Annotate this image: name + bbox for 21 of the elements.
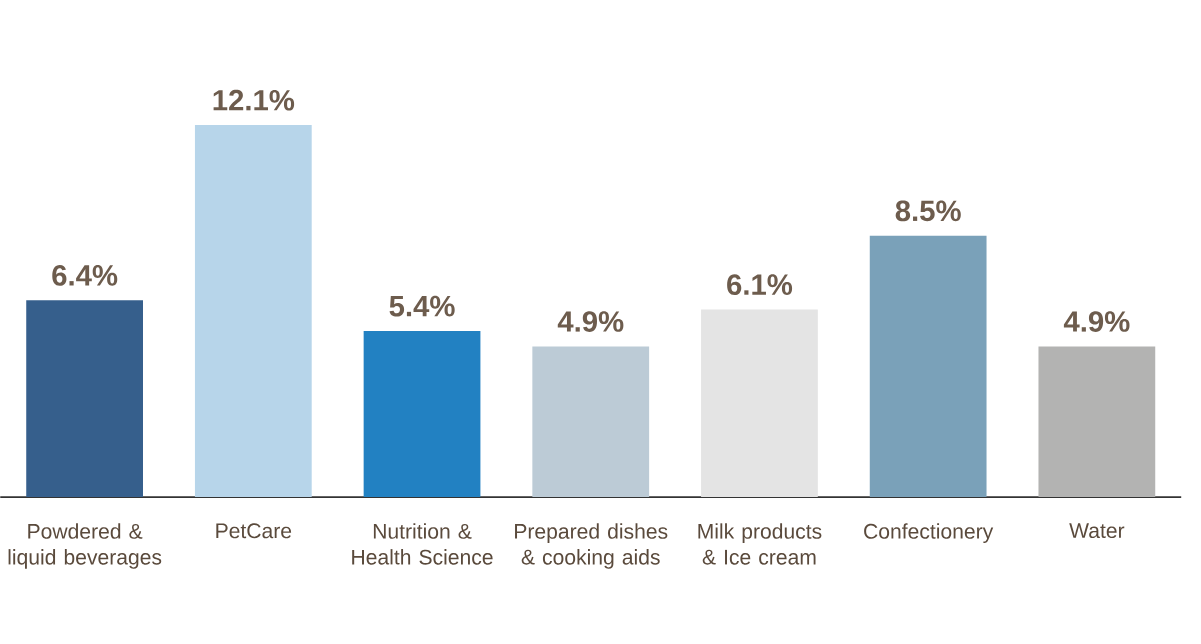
data-label: 8.5% [895,200,961,222]
bar [26,300,143,498]
x-tick-label: Confectionery [864,523,994,544]
x-tick-label: Milk products & Ice cream [698,523,822,565]
data-label: 5.4% [389,295,455,317]
x-tick-label: Nutrition & Health Science [352,523,493,565]
bar [1038,346,1156,498]
bar [194,125,312,498]
x-tick-label: PetCare [216,523,292,539]
x-tick-label: Prepared dishes & cooking aids [515,523,668,569]
bar [532,346,650,498]
x-tick-label: Water [1069,523,1125,539]
data-label: 4.9% [557,311,624,332]
bar [701,309,818,498]
bar [869,235,987,498]
bar [363,331,481,498]
x-tick-label: Powdered & liquid beverages [8,523,162,569]
data-label: 12.1% [213,89,295,111]
data-label: 6.4% [52,265,118,286]
data-label: 6.1% [727,274,793,296]
data-label: 4.9% [1063,311,1130,332]
